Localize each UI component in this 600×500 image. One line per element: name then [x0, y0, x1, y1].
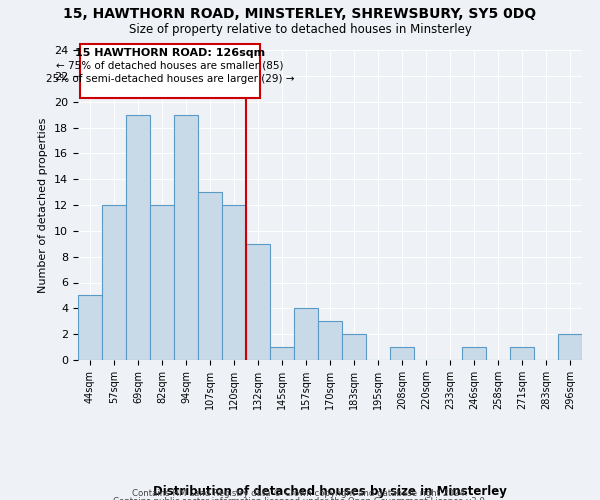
Bar	[558, 334, 582, 360]
Bar	[126, 114, 150, 360]
Bar	[390, 347, 414, 360]
Text: Contains HM Land Registry data © Crown copyright and database right 2024.: Contains HM Land Registry data © Crown c…	[132, 489, 468, 498]
Bar	[102, 205, 126, 360]
Text: 15, HAWTHORN ROAD, MINSTERLEY, SHREWSBURY, SY5 0DQ: 15, HAWTHORN ROAD, MINSTERLEY, SHREWSBUR…	[64, 8, 536, 22]
Text: Contains public sector information licensed under the Open Government Licence v3: Contains public sector information licen…	[113, 496, 487, 500]
Bar	[246, 244, 270, 360]
Bar	[318, 322, 342, 360]
Bar	[78, 296, 102, 360]
Y-axis label: Number of detached properties: Number of detached properties	[38, 118, 49, 292]
Text: 25% of semi-detached houses are larger (29) →: 25% of semi-detached houses are larger (…	[46, 74, 295, 84]
Text: ← 75% of detached houses are smaller (85): ← 75% of detached houses are smaller (85…	[56, 61, 284, 71]
Bar	[270, 347, 294, 360]
Bar	[198, 192, 222, 360]
Bar	[510, 347, 534, 360]
Bar	[342, 334, 366, 360]
Bar	[462, 347, 486, 360]
Bar	[80, 44, 260, 98]
Bar	[294, 308, 318, 360]
Bar	[174, 114, 198, 360]
Bar	[222, 205, 246, 360]
Text: 15 HAWTHORN ROAD: 126sqm: 15 HAWTHORN ROAD: 126sqm	[75, 48, 265, 58]
X-axis label: Distribution of detached houses by size in Minsterley: Distribution of detached houses by size …	[153, 486, 507, 498]
Bar	[150, 205, 174, 360]
Text: Size of property relative to detached houses in Minsterley: Size of property relative to detached ho…	[128, 22, 472, 36]
